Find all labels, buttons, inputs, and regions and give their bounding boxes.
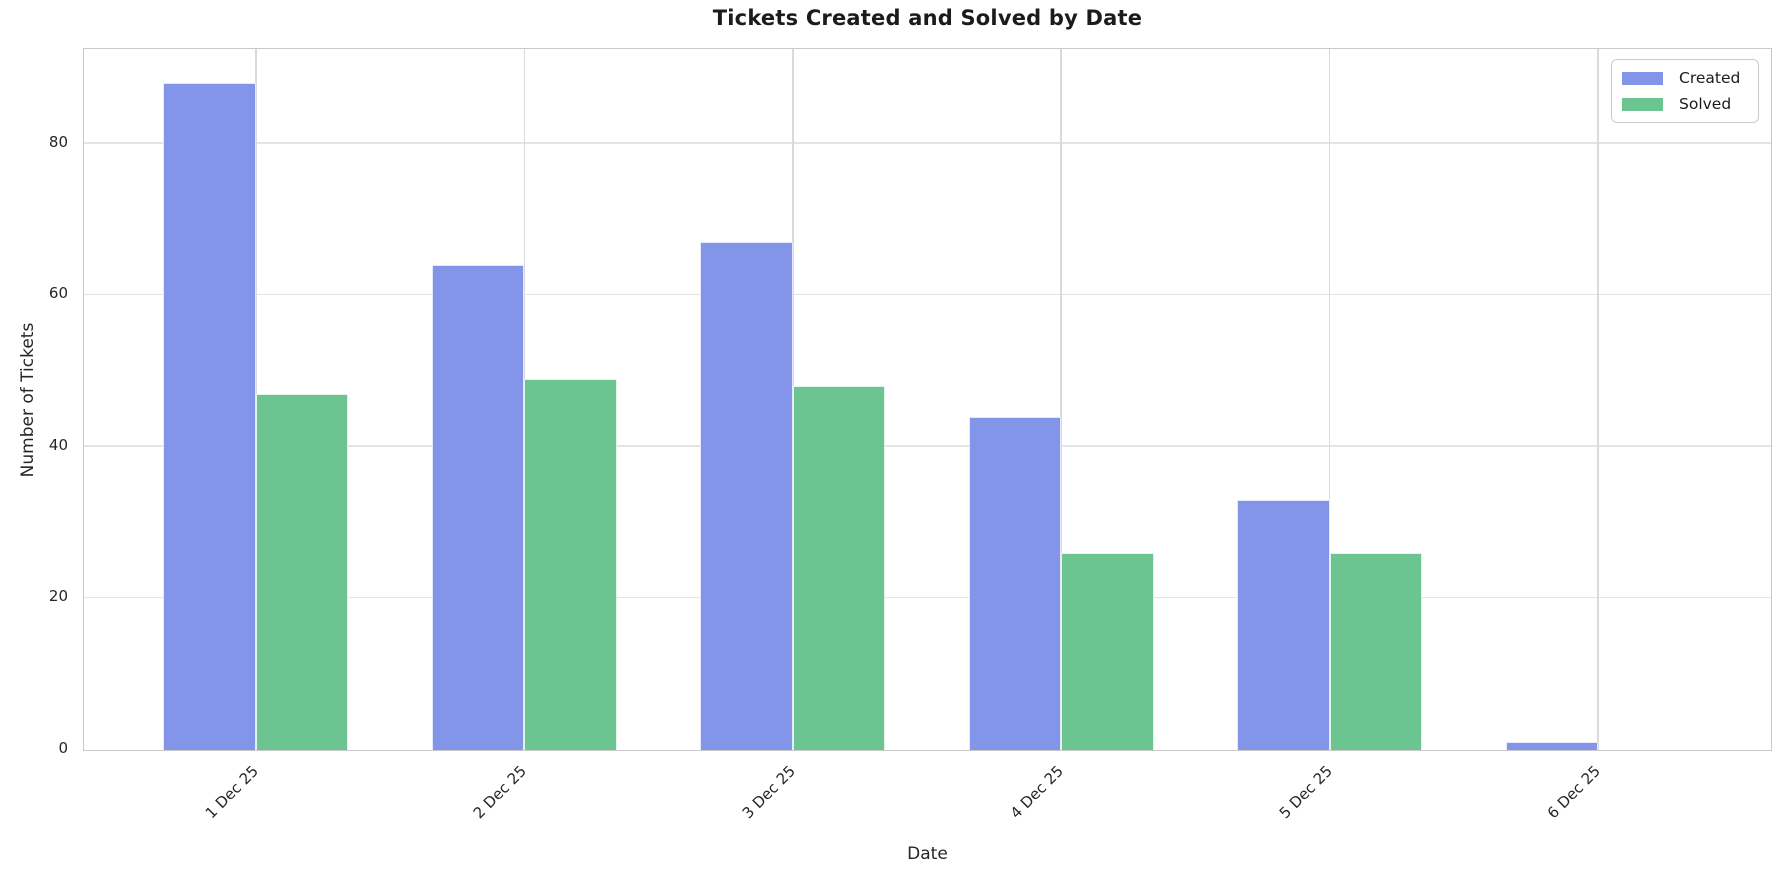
- legend-swatch-created: [1622, 71, 1663, 85]
- bar-solved-5-dec-25: [1329, 553, 1423, 750]
- vertical-gridline: [1328, 49, 1331, 750]
- legend-item-solved: Solved: [1622, 95, 1748, 113]
- x-tick-label: 2 Dec 25: [469, 762, 531, 823]
- legend-label: Created: [1679, 69, 1741, 87]
- bar-created-4-dec-25: [968, 416, 1062, 750]
- plot-area: [83, 48, 1772, 751]
- x-axis-label: Date: [907, 844, 948, 864]
- legend: Created Solved: [1611, 59, 1759, 123]
- bar-solved-2-dec-25: [524, 378, 617, 750]
- bar-solved-3-dec-25: [792, 386, 886, 750]
- legend-swatch-solved: [1622, 97, 1663, 111]
- legend-label: Solved: [1679, 95, 1732, 113]
- bar-solved-4-dec-25: [1061, 553, 1154, 750]
- bar-created-3-dec-25: [700, 242, 793, 750]
- bar-created-5-dec-25: [1237, 500, 1330, 750]
- x-tick-label: 1 Dec 25: [201, 762, 262, 823]
- bar-created-2-dec-25: [431, 265, 525, 750]
- horizontal-gridline: [84, 445, 1771, 447]
- x-tick-label: 3 Dec 25: [738, 762, 799, 823]
- vertical-gridline: [1597, 49, 1599, 750]
- y-tick-label: 0: [58, 739, 68, 757]
- x-tick-label: 6 Dec 25: [1543, 762, 1604, 823]
- bar-created-1-dec-25: [163, 83, 256, 750]
- y-tick-label: 80: [48, 132, 68, 151]
- bar-created-6-dec-25: [1505, 742, 1599, 750]
- chart-title: Tickets Created and Solved by Date: [712, 6, 1143, 30]
- vertical-gridline: [1060, 49, 1062, 750]
- y-tick-label: 60: [48, 284, 68, 303]
- y-tick-label: 40: [48, 435, 68, 454]
- legend-item-created: Created: [1622, 69, 1748, 87]
- x-tick-label: 5 Dec 25: [1275, 762, 1336, 823]
- x-tick-label: 4 Dec 25: [1006, 762, 1067, 823]
- bar-solved-1-dec-25: [255, 393, 349, 750]
- horizontal-gridline: [84, 293, 1771, 296]
- horizontal-gridline: [84, 142, 1771, 144]
- y-tick-label: 20: [48, 587, 68, 606]
- horizontal-gridline: [84, 596, 1771, 599]
- y-axis-label: Number of Tickets: [18, 322, 38, 478]
